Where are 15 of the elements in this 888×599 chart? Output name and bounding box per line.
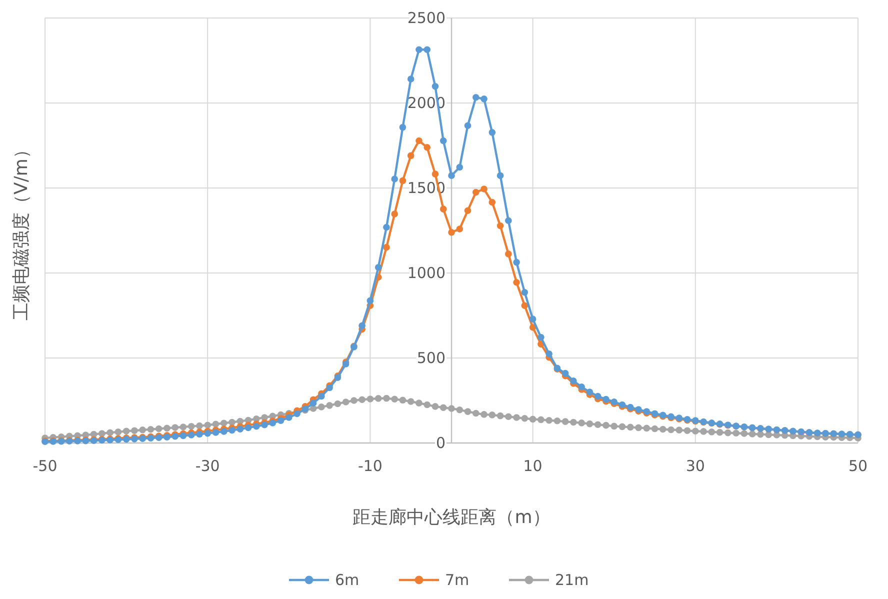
y-tick-label: 1000 (407, 264, 446, 282)
legend-label: 6m (335, 571, 360, 589)
x-tick-label: -50 (32, 457, 58, 475)
y-tick-label: 0 (436, 434, 446, 452)
x-tick-label: 50 (848, 457, 868, 475)
x-tick-label: -10 (358, 457, 382, 475)
x-axis-title: 距走廊中心线距离（m） (352, 507, 550, 528)
legend-label: 7m (445, 571, 470, 589)
x-tick-label: 30 (686, 457, 705, 475)
y-tick-label: 2500 (407, 9, 446, 27)
y-tick-label: 500 (416, 349, 446, 367)
legend-label: 21m (555, 571, 589, 589)
x-tick-label: 10 (523, 457, 542, 475)
x-tick-label: -30 (195, 457, 220, 475)
y-axis-title: 工频电磁强度（V/m） (11, 140, 32, 320)
